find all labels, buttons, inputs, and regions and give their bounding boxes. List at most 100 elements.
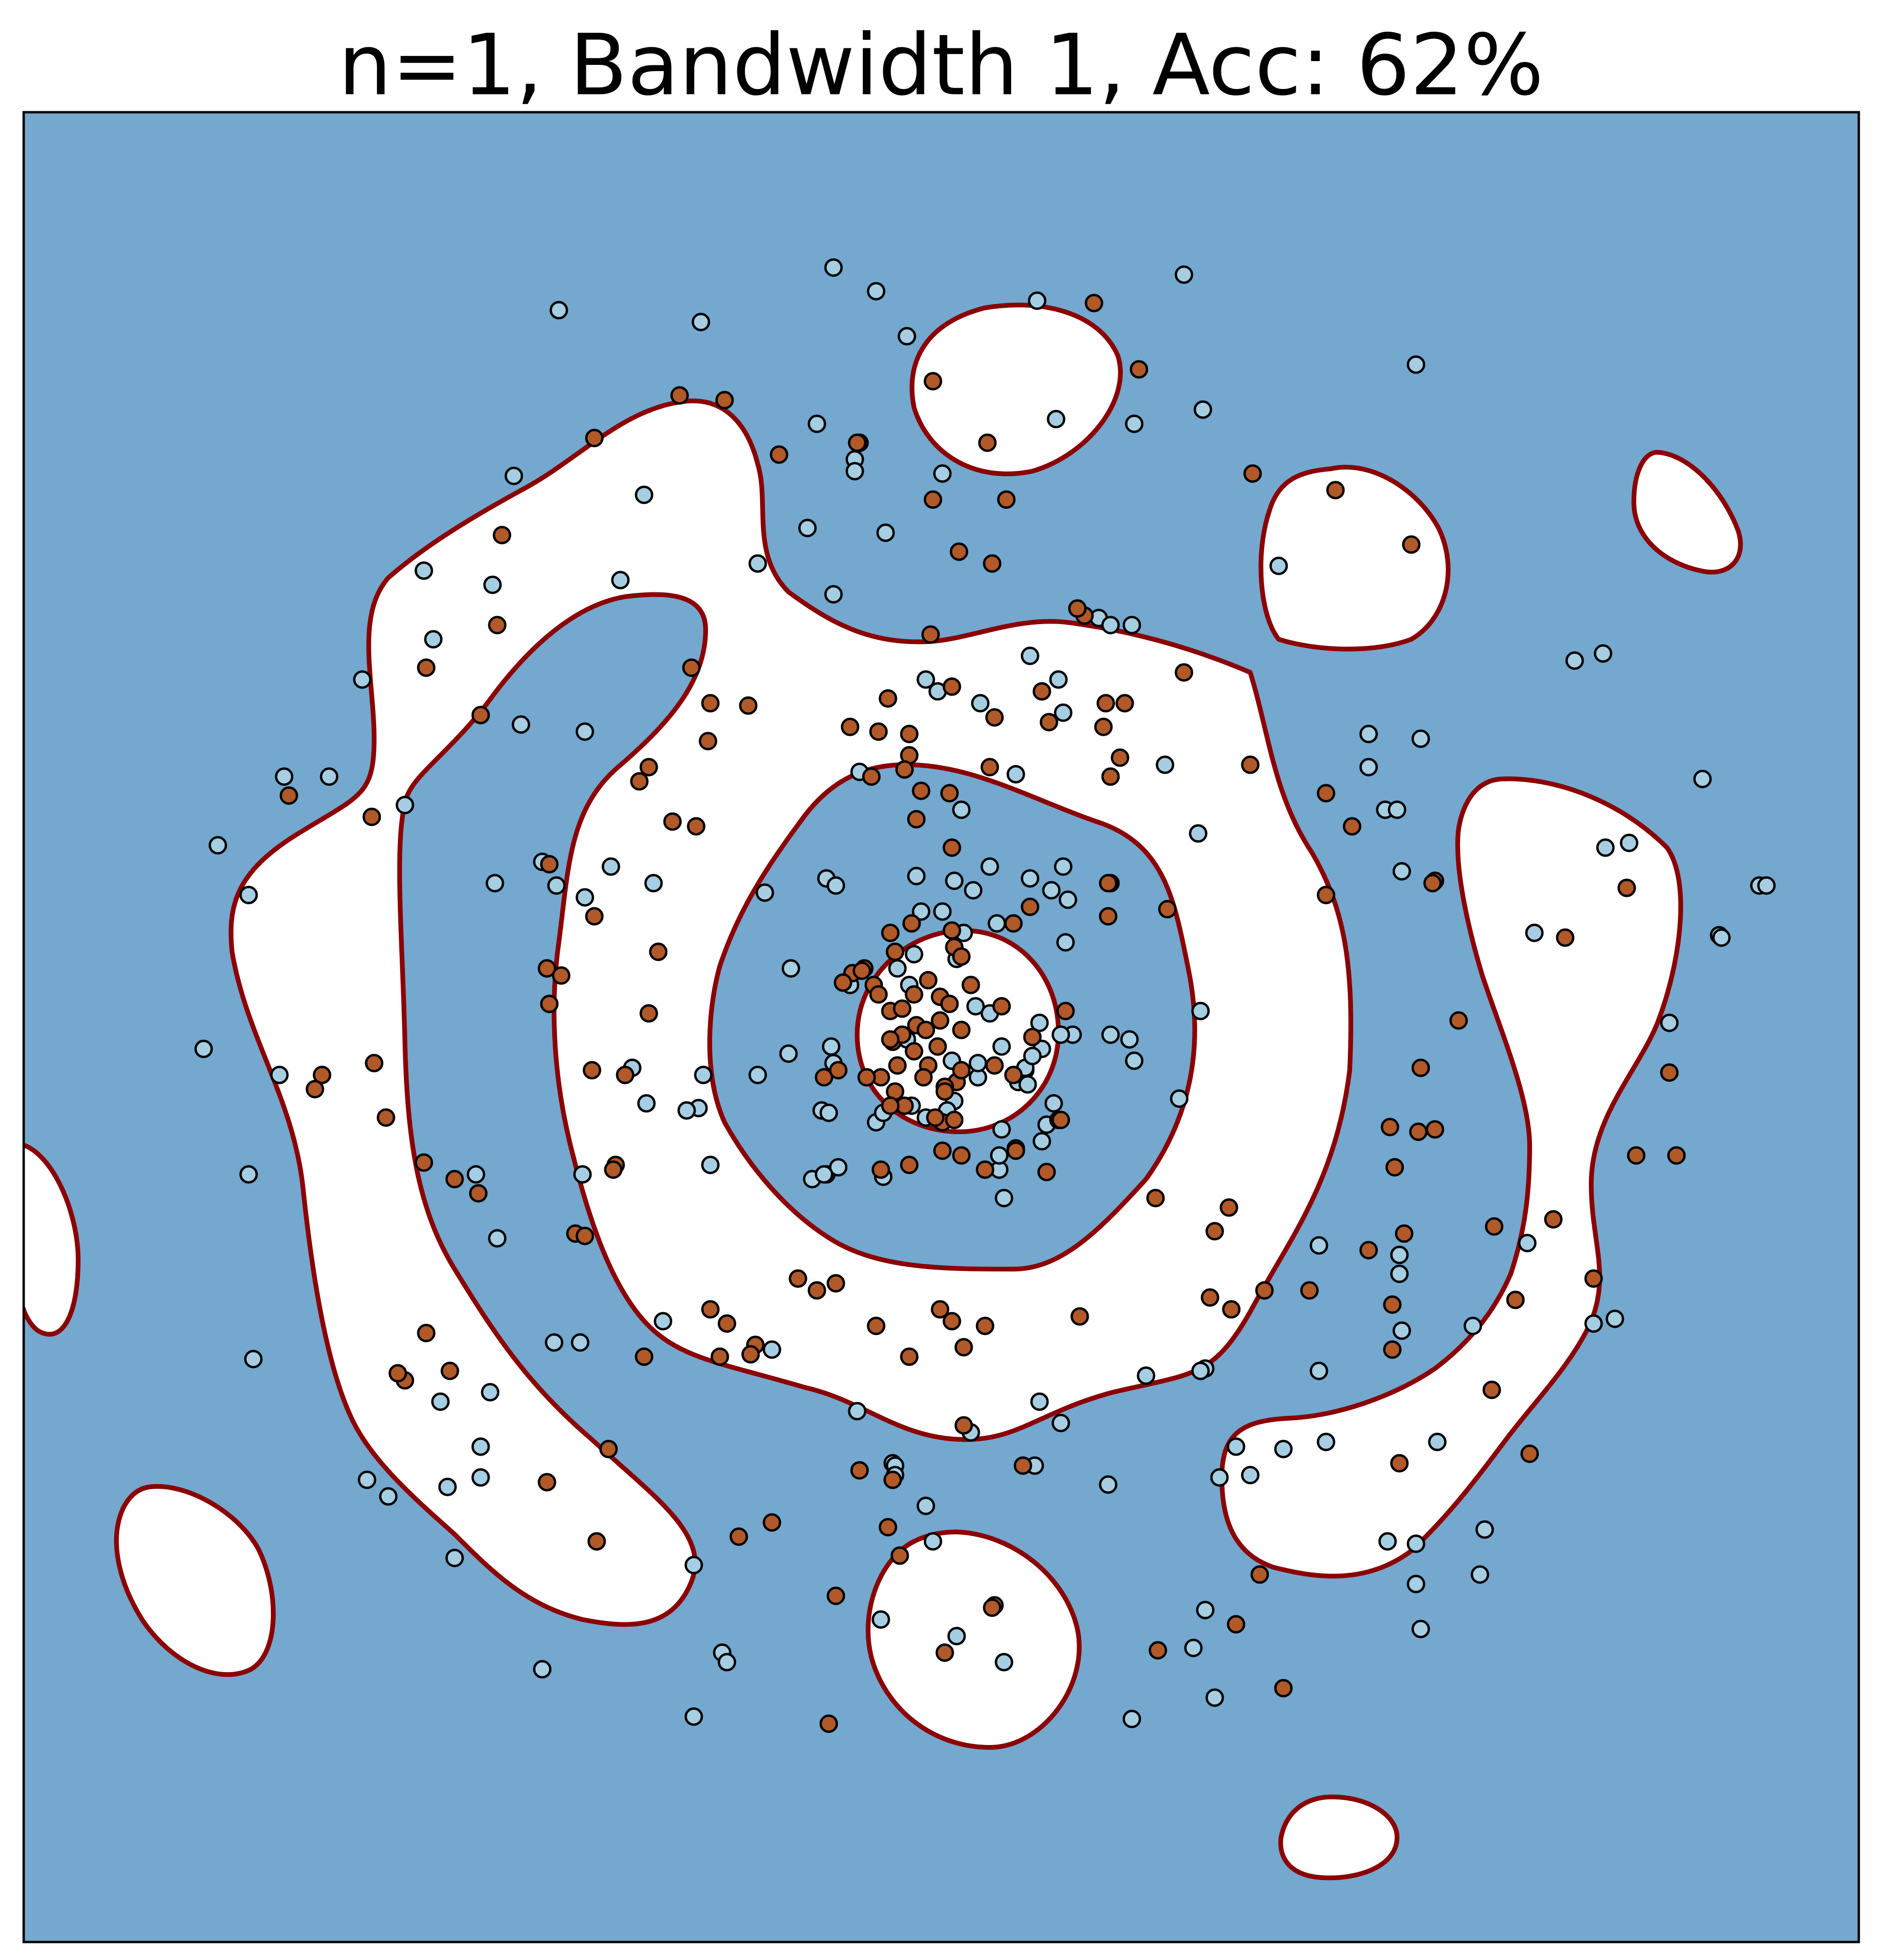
- class-1-point: [1099, 874, 1118, 893]
- class-0-point: [438, 1477, 457, 1496]
- class-1-point: [1040, 713, 1058, 732]
- class-0-point: [575, 888, 594, 907]
- class-0-point: [815, 1165, 833, 1184]
- class-1-point: [365, 1054, 384, 1073]
- class-0-point: [1388, 800, 1407, 819]
- chart-title: n=1, Bandwidth 1, Acc: 62%: [338, 16, 1544, 114]
- class-1-point: [1423, 874, 1442, 893]
- class-0-point: [987, 914, 1006, 933]
- class-1-point: [1201, 1288, 1219, 1307]
- class-0-point: [824, 258, 843, 277]
- class-1-point: [919, 971, 938, 990]
- class-1-point: [1148, 1641, 1167, 1660]
- class-1-point: [878, 689, 897, 708]
- class-1-point: [1241, 755, 1260, 774]
- class-0-point: [1051, 1414, 1070, 1432]
- class-1-point: [952, 947, 971, 966]
- class-0-point: [1189, 824, 1208, 843]
- class-0-point: [1594, 644, 1613, 663]
- class-0-point: [654, 1312, 672, 1331]
- class-1-point: [954, 1338, 973, 1357]
- class-0-point: [244, 1350, 263, 1369]
- class-0-point: [933, 464, 952, 483]
- class-1-point: [1343, 817, 1362, 836]
- class-0-point: [1023, 1047, 1042, 1065]
- class-0-point: [824, 585, 843, 604]
- plot-frame: [22, 111, 1860, 1943]
- class-0-point: [1620, 833, 1639, 852]
- class-0-point: [916, 1496, 935, 1515]
- class-1-point: [905, 1042, 923, 1061]
- class-0-point: [945, 871, 964, 890]
- class-0-point: [990, 1146, 1009, 1165]
- class-1-point: [616, 1065, 635, 1084]
- class-1-point: [926, 1108, 945, 1127]
- class-1-point: [983, 554, 1002, 573]
- class-0-point: [1390, 1264, 1409, 1283]
- class-1-point: [699, 732, 717, 751]
- class-1-point: [739, 696, 758, 715]
- class-0-point: [748, 1065, 767, 1084]
- class-1-point: [540, 855, 559, 874]
- class-1-point: [717, 1314, 736, 1333]
- class-1-point: [388, 1364, 407, 1383]
- class-1-point: [1383, 1340, 1402, 1359]
- class-0-point: [995, 1653, 1013, 1672]
- class-1-point: [762, 1513, 781, 1532]
- class-1-point: [1667, 1146, 1686, 1165]
- class-0-point: [1191, 1002, 1210, 1020]
- class-1-point: [1317, 886, 1335, 904]
- class-1-point: [701, 1300, 720, 1319]
- class-0-point: [1407, 1575, 1425, 1593]
- class-1-point: [1115, 694, 1134, 713]
- class-1-point: [789, 1269, 807, 1288]
- class-0-point: [1605, 1309, 1624, 1328]
- class-1-point: [940, 994, 959, 1013]
- class-1-point: [1219, 1198, 1238, 1217]
- class-0-point: [992, 1037, 1011, 1056]
- class-1-point: [1023, 1028, 1042, 1047]
- class-0-point: [1054, 703, 1073, 722]
- class-1-point: [826, 1586, 845, 1605]
- class-0-point: [1518, 1234, 1537, 1253]
- class-0-point: [320, 767, 339, 786]
- class-0-point: [933, 902, 952, 921]
- class-1-point: [1146, 1189, 1165, 1208]
- class-1-point: [1227, 1615, 1246, 1634]
- class-0-point: [1525, 923, 1544, 942]
- class-0-point: [748, 554, 767, 573]
- class-1-point: [942, 1312, 961, 1331]
- class-0-point: [1757, 876, 1776, 895]
- bottom-left-island: [114, 1484, 276, 1677]
- class-1-point: [905, 985, 923, 1004]
- class-1-point: [857, 1068, 876, 1087]
- class-0-point: [829, 1158, 848, 1177]
- class-1-point: [1395, 1224, 1414, 1243]
- class-0-point: [1596, 838, 1615, 857]
- class-1-point: [829, 1061, 848, 1080]
- class-0-point: [1269, 556, 1288, 575]
- class-0-point: [1407, 355, 1425, 374]
- class-0-point: [871, 1610, 890, 1629]
- class-0-point: [549, 301, 568, 320]
- class-0-point: [1042, 881, 1061, 900]
- class-0-point: [1309, 1236, 1328, 1255]
- class-1-point: [833, 973, 852, 992]
- class-1-point: [649, 942, 668, 961]
- class-1-point: [1425, 1120, 1444, 1139]
- class-1-point: [1383, 1295, 1402, 1314]
- class-1-point: [1520, 1444, 1539, 1463]
- class-1-point: [552, 966, 571, 985]
- class-0-point: [1191, 1361, 1210, 1380]
- class-1-point: [376, 1108, 395, 1127]
- class-1-point: [900, 725, 919, 743]
- class-1-point: [848, 433, 867, 452]
- class-0-point: [807, 414, 826, 433]
- class-0-point: [916, 670, 935, 689]
- class-1-point: [819, 1714, 838, 1733]
- class-1-point: [878, 1518, 897, 1537]
- class-1-point: [933, 1141, 952, 1160]
- class-1-point: [912, 781, 931, 800]
- class-0-point: [1196, 1601, 1215, 1620]
